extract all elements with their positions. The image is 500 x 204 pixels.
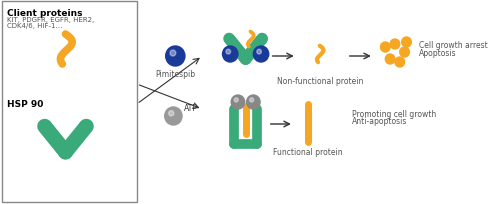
Circle shape	[234, 98, 238, 102]
Circle shape	[257, 50, 262, 55]
Circle shape	[168, 111, 174, 116]
Circle shape	[164, 108, 182, 125]
Circle shape	[390, 40, 400, 50]
Text: Apoptosis: Apoptosis	[419, 48, 457, 57]
Circle shape	[254, 47, 268, 63]
Circle shape	[231, 95, 244, 110]
Circle shape	[395, 58, 404, 68]
Text: HSP 90: HSP 90	[6, 100, 43, 109]
Text: KIT, PDGFR, EGFR, HER2,: KIT, PDGFR, EGFR, HER2,	[6, 17, 94, 23]
Text: Anti-apoptosis: Anti-apoptosis	[352, 116, 407, 125]
Text: Functional protein: Functional protein	[274, 147, 343, 156]
Circle shape	[386, 55, 395, 65]
Circle shape	[250, 98, 254, 102]
Circle shape	[222, 47, 238, 63]
Circle shape	[400, 48, 409, 58]
Circle shape	[166, 47, 185, 67]
Circle shape	[246, 95, 260, 110]
FancyBboxPatch shape	[2, 2, 137, 202]
Circle shape	[402, 38, 411, 48]
Text: CDK4/6, HIF-1…: CDK4/6, HIF-1…	[6, 23, 62, 29]
Text: Pimitespib: Pimitespib	[155, 70, 196, 79]
Text: Non-functional protein: Non-functional protein	[276, 77, 363, 86]
Circle shape	[170, 51, 176, 57]
Text: Cell growth arrest: Cell growth arrest	[419, 40, 488, 49]
Text: Promoting cell growth: Promoting cell growth	[352, 110, 436, 118]
Circle shape	[380, 43, 390, 53]
Text: Client proteins: Client proteins	[6, 9, 82, 18]
Text: ATP: ATP	[184, 104, 198, 113]
Circle shape	[226, 50, 230, 55]
